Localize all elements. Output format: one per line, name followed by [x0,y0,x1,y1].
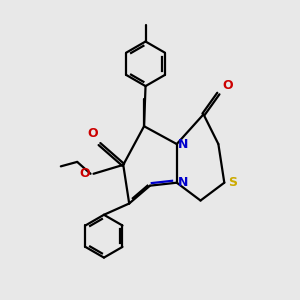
Text: O: O [79,167,90,180]
Text: N: N [178,176,189,189]
Text: N: N [178,138,189,151]
Text: O: O [87,128,98,140]
Text: O: O [223,79,233,92]
Text: S: S [228,176,237,189]
